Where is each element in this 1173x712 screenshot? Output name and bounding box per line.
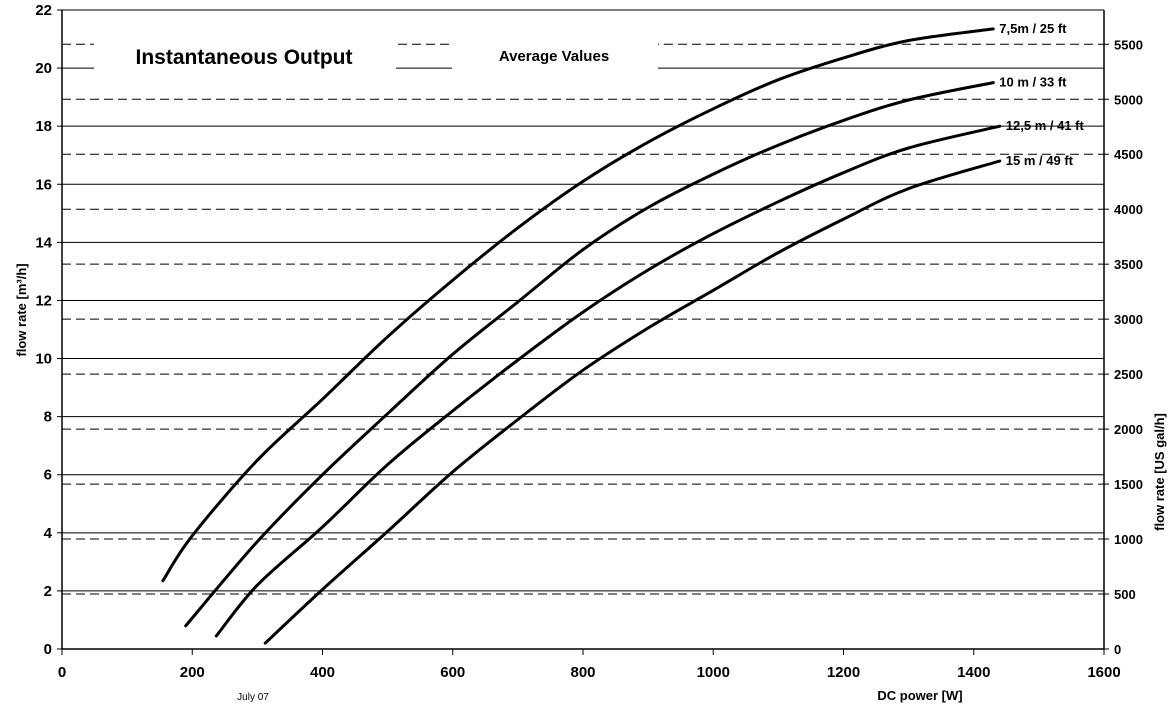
y-axis-title-left: flow rate [m³/h] — [14, 263, 29, 356]
y-tick-label-left: 6 — [44, 467, 52, 484]
title-box — [94, 40, 396, 73]
y-tick-label-left: 0 — [44, 641, 52, 658]
label-layer: 0246810121416182022050010001500200025003… — [35, 2, 1143, 681]
axes-layer — [57, 9, 1109, 655]
x-tick-label: 400 — [310, 664, 335, 681]
x-tick-label: 1200 — [827, 664, 860, 681]
x-tick-label: 200 — [180, 664, 205, 681]
x-tick-label: 1000 — [697, 664, 730, 681]
date-footnote: July 07 — [237, 692, 269, 703]
series-line — [161, 27, 995, 583]
x-axis-title: DC power [W] — [877, 688, 962, 703]
chart-subtitle: Average Values — [499, 48, 609, 65]
chart-title: Instantaneous Output — [136, 46, 353, 69]
y-tick-label-left: 14 — [35, 234, 52, 251]
y-tick-label-right: 3500 — [1114, 257, 1143, 272]
y-tick-label-left: 18 — [35, 118, 52, 135]
series-label: 12,5 m / 41 ft — [1006, 118, 1085, 133]
series-line — [263, 159, 1002, 645]
subtitle-box — [452, 40, 658, 73]
y-tick-label-left: 4 — [44, 525, 53, 542]
series-label: 7,5m / 25 ft — [999, 21, 1067, 36]
y-tick-label-left: 10 — [35, 351, 52, 368]
x-tick-label: 0 — [58, 664, 66, 681]
y-tick-label-right: 1500 — [1114, 477, 1143, 492]
y-tick-label-right: 5500 — [1114, 37, 1143, 52]
y-tick-label-right: 5000 — [1114, 92, 1143, 107]
x-tick-label: 800 — [570, 664, 595, 681]
y-tick-label-right: 1000 — [1114, 532, 1143, 547]
y-tick-label-left: 22 — [35, 2, 52, 19]
y-tick-label-left: 16 — [35, 176, 52, 193]
y-tick-label-left: 12 — [35, 292, 52, 309]
series-label: 15 m / 49 ft — [1006, 153, 1074, 168]
y-tick-label-right: 4000 — [1114, 202, 1143, 217]
x-tick-label: 600 — [440, 664, 465, 681]
y-tick-label-right: 500 — [1114, 587, 1136, 602]
series-line — [184, 81, 995, 628]
series-layer — [161, 27, 1002, 645]
y-tick-label-left: 20 — [35, 60, 52, 77]
y-tick-label-right: 3000 — [1114, 312, 1143, 327]
y-axis-title-right: flow rate [US gal/h] — [1152, 413, 1167, 531]
x-tick-label: 1600 — [1087, 664, 1120, 681]
series-label: 10 m / 33 ft — [999, 75, 1067, 90]
y-tick-label-left: 2 — [44, 583, 52, 600]
y-tick-label-right: 4500 — [1114, 147, 1143, 162]
y-tick-label-right: 2500 — [1114, 367, 1143, 382]
x-tick-label: 1400 — [957, 664, 990, 681]
series-line — [214, 124, 1002, 638]
y-tick-label-left: 8 — [44, 409, 52, 426]
y-tick-label-right: 0 — [1114, 642, 1121, 657]
y-tick-label-right: 2000 — [1114, 422, 1143, 437]
